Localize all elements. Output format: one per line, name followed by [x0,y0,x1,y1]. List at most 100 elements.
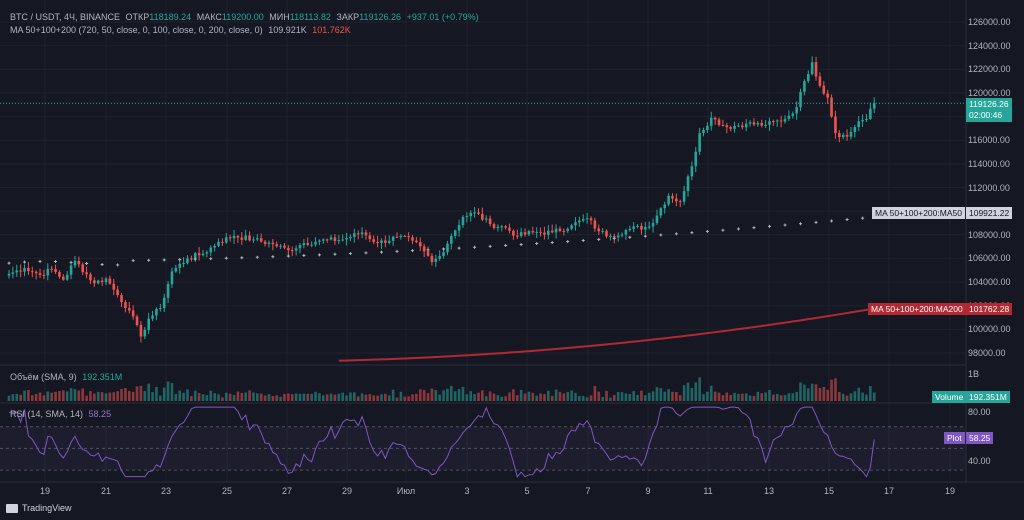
volume-bar [830,379,833,401]
volume-bar [640,390,643,401]
volume-bar [155,387,158,401]
candle-body [321,239,325,241]
volume-bar [632,391,635,401]
volume-legend[interactable]: Объём (SMA, 9) 192.351M [10,372,125,382]
volume-bar [663,391,667,401]
volume-bar [741,393,744,401]
candle-body [294,248,298,251]
volume-bar [810,383,814,401]
time-axis-label: 27 [281,486,293,496]
ma50-legend-value: 109.921K [268,25,307,35]
volume-bar [721,395,725,401]
volume-bar [644,395,647,401]
close-label: ЗАКР [336,12,360,22]
volume-bar [834,378,837,401]
candle-body [682,191,686,202]
candle-body [659,208,663,216]
candle-body [23,267,26,272]
tradingview-logo[interactable]: TradingView [6,503,72,513]
volume-bar [50,392,53,401]
volume-bar [159,395,162,401]
ma200-value-tag: 101762.28 [966,303,1013,315]
ma50-label-tag: MA 50+100+200:MA50 [872,207,965,219]
ma-legend[interactable]: MA 50+100+200 (720, 50, close, 0, 100, c… [10,25,354,35]
candle-body [450,235,453,244]
volume-bars [7,377,876,401]
volume-bar [438,394,441,401]
candle-body [356,233,360,235]
symbol-name[interactable]: BTC / USDT, 4Ч, BINANCE [10,12,121,22]
candle-body [632,226,635,229]
candle-body [376,241,379,244]
volume-bar [434,390,438,401]
volume-bar [391,389,395,401]
volume-bar [512,389,515,401]
volume-bar [500,396,504,401]
volume-bar [143,390,147,401]
candle-body [465,216,469,218]
volume-bar [46,391,50,401]
volume-bar [58,391,61,401]
candle-body [69,265,73,275]
volume-bar [329,393,333,401]
candle-body [407,236,410,238]
volume-bar [93,393,96,401]
volume-bar [597,391,601,401]
price-axis-label: 114000.00 [968,158,1010,169]
candle-body [558,228,562,231]
candle-body [337,240,341,242]
volume-bar [593,385,597,401]
volume-bar [694,382,698,401]
candle-body [174,267,178,272]
volume-bar [325,394,329,401]
candle-body [236,235,240,238]
volume-bar [403,396,407,401]
volume-bar [100,392,104,401]
candle-body [496,226,500,228]
last-price-value: 119126.26 [969,99,1009,109]
volume-bar [426,393,430,401]
time-axis-label: 9 [645,486,651,496]
volume-bar [744,393,748,401]
candle-body [85,272,88,275]
ma-legend-label[interactable]: MA 50+100+200 (720, 50, close, 0, 100, c… [10,25,263,35]
candle-body [193,253,197,260]
volume-bar [302,393,306,401]
candle-body [27,267,30,272]
open-value: 118189.24 [149,12,192,22]
candle-body [259,238,263,242]
volume-bar [19,394,22,401]
time-axis-label: 17 [883,486,895,496]
candle-body [93,280,96,284]
close-value: 119126.26 [359,12,402,22]
candle-body [543,232,546,235]
rsi-legend-label[interactable]: RSI (14, SMA, 14) [10,409,84,419]
candle-body [391,236,395,241]
volume-bar [430,388,434,401]
volume-bar [620,392,624,401]
volume-legend-label[interactable]: Объём (SMA, 9) [10,372,77,382]
volume-bar [337,393,341,401]
symbol-legend[interactable]: BTC / USDT, 4Ч, BINANCE ОТКР118189.24 МА… [10,12,482,22]
candle-body [764,124,767,126]
tradingview-icon [6,503,18,513]
low-label: МИН [269,12,290,22]
volume-bar [574,392,577,401]
candle-body [845,134,849,137]
price-candles[interactable] [7,56,876,343]
rsi-legend[interactable]: RSI (14, SMA, 14) 58.25 [10,409,114,419]
volume-bar [384,393,387,401]
volume-bar [30,395,34,401]
candle-body [628,228,632,231]
candle-body [310,244,313,246]
volume-bar [659,388,663,401]
volume-bar [504,396,507,401]
volume-bar [469,391,473,401]
candle-body [116,289,119,296]
candle-body [605,230,608,237]
volume-bar [244,392,247,401]
volume-bar [162,387,166,401]
price-axis-label: 112000.00 [968,182,1010,193]
